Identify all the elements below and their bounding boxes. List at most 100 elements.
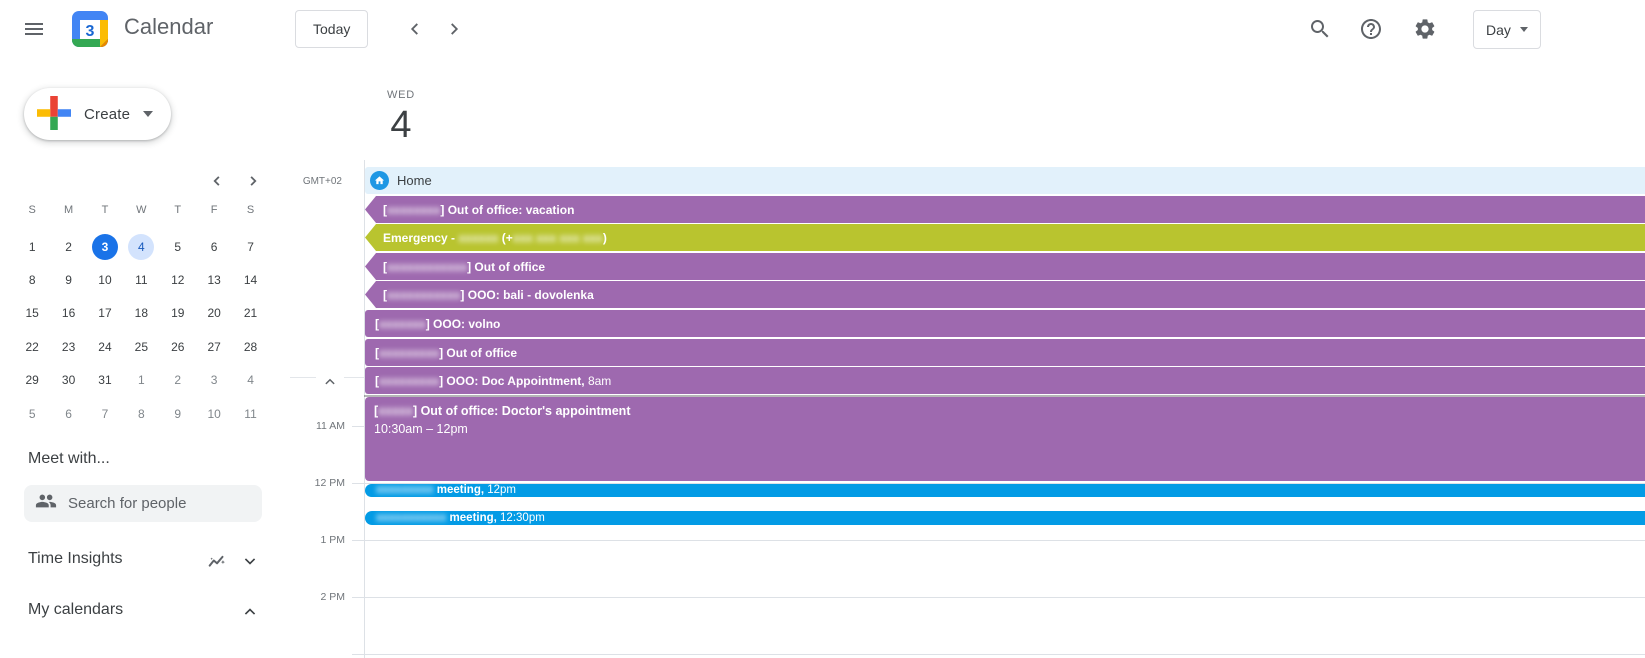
redacted-text: xxxxxxxxx	[379, 373, 440, 388]
view-selector-label: Day	[1486, 21, 1511, 38]
minical-day[interactable]: 14	[243, 273, 258, 288]
minical-day[interactable]: 9	[65, 273, 72, 288]
chevron-down-icon	[143, 111, 154, 117]
search-people-input[interactable]	[68, 495, 251, 512]
my-calendars-collapse-button[interactable]	[240, 602, 260, 625]
minical-day[interactable]: 25	[134, 339, 149, 354]
minical-day[interactable]: 19	[171, 306, 185, 321]
today-button[interactable]: Today	[295, 10, 369, 48]
search-people-box[interactable]	[24, 485, 262, 522]
minical-day[interactable]: 27	[207, 339, 221, 354]
main-menu-button[interactable]	[14, 10, 54, 50]
create-button[interactable]: Create	[24, 88, 172, 140]
redacted-text: xxx xxx xxx xxx	[512, 230, 603, 245]
event-title: Emergency - xxxxxx (+xxx xxx xxx xxx)	[383, 230, 607, 245]
app-title: Calendar	[124, 14, 214, 39]
allday-event-chip[interactable]: [xxxxxxxxx] Out of office	[365, 339, 1645, 366]
allday-event-chip[interactable]: Emergency - xxxxxx (+xxx xxx xxx xxx)	[365, 224, 1645, 251]
my-calendars-heading: My calendars	[28, 601, 124, 618]
minical-day[interactable]: 8	[28, 273, 36, 288]
day-header-weekday: WED	[386, 89, 416, 101]
minical-day[interactable]: 6	[65, 406, 72, 421]
minical-day[interactable]: 11	[135, 273, 148, 288]
view-selector-dropdown[interactable]: Day	[1473, 10, 1541, 49]
minical-day[interactable]: 17	[98, 306, 112, 321]
allday-event-chip[interactable]: [xxxxxxxxxxxx] Out of office	[365, 253, 1645, 280]
minical-day[interactable]: 1	[28, 239, 36, 254]
minical-day[interactable]: 2	[174, 373, 182, 388]
calendar-logo-icon: 3	[70, 9, 110, 49]
minical-weekday-header: T	[101, 204, 109, 216]
minical-previous-month-button[interactable]	[206, 171, 228, 193]
minical-day[interactable]: 31	[98, 373, 112, 388]
search-button[interactable]	[1300, 10, 1340, 50]
gear-icon	[1413, 17, 1437, 44]
minical-day[interactable]: 23	[61, 339, 76, 354]
time-insights-collapse-button[interactable]	[240, 551, 260, 574]
minical-day[interactable]: 28	[243, 339, 258, 354]
next-day-button[interactable]	[439, 15, 469, 45]
home-icon	[370, 171, 389, 190]
minical-day[interactable]: 20	[207, 306, 221, 321]
minical-day[interactable]: 24	[98, 339, 112, 354]
hour-tick	[352, 654, 364, 655]
redacted-text: xxxxxxxx	[387, 202, 441, 217]
previous-day-button[interactable]	[400, 15, 430, 45]
minical-day[interactable]: 1	[138, 373, 145, 388]
minical-days-grid: 1 2 3 4 5 6 7 8 9 10 11 12 13 14 15 16 17 18 19 20 21 22 23 24 2…	[14, 230, 269, 430]
timed-event-bar[interactable]: xxxxxxxxxxx meeting, 12:30pm	[365, 511, 1645, 525]
timed-event-block[interactable]: [xxxxx] Out of office: Doctor's appointm…	[365, 397, 1645, 481]
minical-day[interactable]: 12	[171, 273, 185, 288]
minical-day[interactable]: 29	[25, 373, 39, 388]
meet-with-heading: Meet with...	[28, 450, 110, 467]
minical-day[interactable]: 5	[174, 239, 182, 254]
allday-event-chip[interactable]: [xxxxxxxxx] OOO: Doc Appointment, 8am	[365, 367, 1645, 394]
minical-day[interactable]: 13	[207, 273, 221, 288]
minical-day[interactable]: 18	[134, 306, 149, 321]
minical-day[interactable]: 22	[25, 339, 39, 354]
chevron-right-icon	[244, 172, 262, 193]
minical-weekday-header: T	[174, 204, 182, 216]
allday-event-chip[interactable]: [xxxxxxxx] Out of office: vacation	[365, 196, 1645, 223]
hour-gridline	[365, 540, 1645, 541]
minical-day-today[interactable]: 3	[87, 230, 123, 263]
minical-day[interactable]: 4	[247, 373, 254, 388]
minical-day[interactable]: 7	[247, 239, 254, 254]
minical-day[interactable]: 10	[207, 406, 221, 421]
minical-next-month-button[interactable]	[242, 171, 264, 193]
minical-weekday-header: W	[136, 204, 147, 216]
collapse-allday-button[interactable]	[316, 370, 344, 396]
minical-day[interactable]: 26	[171, 339, 185, 354]
minical-day[interactable]: 7	[101, 406, 109, 421]
minical-day[interactable]: 2	[65, 239, 72, 254]
minical-day[interactable]: 10	[98, 273, 112, 288]
allday-event-chip[interactable]: [xxxxxxxxxxx] OOO: bali - dovolenka	[365, 281, 1645, 308]
minical-day[interactable]: 30	[61, 373, 76, 388]
minical-day[interactable]: 21	[243, 306, 258, 321]
minical-day[interactable]: 15	[25, 306, 39, 321]
settings-button[interactable]	[1405, 10, 1445, 50]
minical-day[interactable]: 8	[138, 406, 145, 421]
hour-gridline	[365, 654, 1645, 655]
redacted-text: xxxxxxxxx	[376, 484, 434, 496]
event-title: [xxxxxxxxxxxx] Out of office	[383, 259, 546, 274]
working-location-home-chip[interactable]: Home	[365, 167, 1645, 194]
hour-gridline	[365, 597, 1645, 598]
minical-day[interactable]: 3	[210, 373, 218, 388]
help-button[interactable]	[1351, 10, 1391, 50]
minical-day[interactable]: 5	[28, 406, 36, 421]
minical-day[interactable]: 16	[61, 306, 76, 321]
minical-day-selected[interactable]: 4	[123, 230, 159, 263]
minical-day[interactable]: 6	[210, 239, 218, 254]
allday-event-chip[interactable]: [xxxxxxx] OOO: volno	[365, 310, 1645, 337]
hour-gridline	[365, 483, 1645, 484]
minical-weekday-header: M	[64, 204, 74, 216]
minical-day[interactable]: 11	[244, 406, 257, 421]
chevron-up-icon	[321, 373, 339, 394]
minical-day[interactable]: 9	[174, 406, 182, 421]
timed-event-bar[interactable]: xxxxxxxxx meeting, 12pm	[365, 484, 1645, 497]
day-header-number[interactable]: 4	[390, 104, 412, 146]
plus-icon	[37, 95, 71, 133]
event-title: xxxxxxxxxxx meeting, 12:30pm	[376, 512, 545, 524]
